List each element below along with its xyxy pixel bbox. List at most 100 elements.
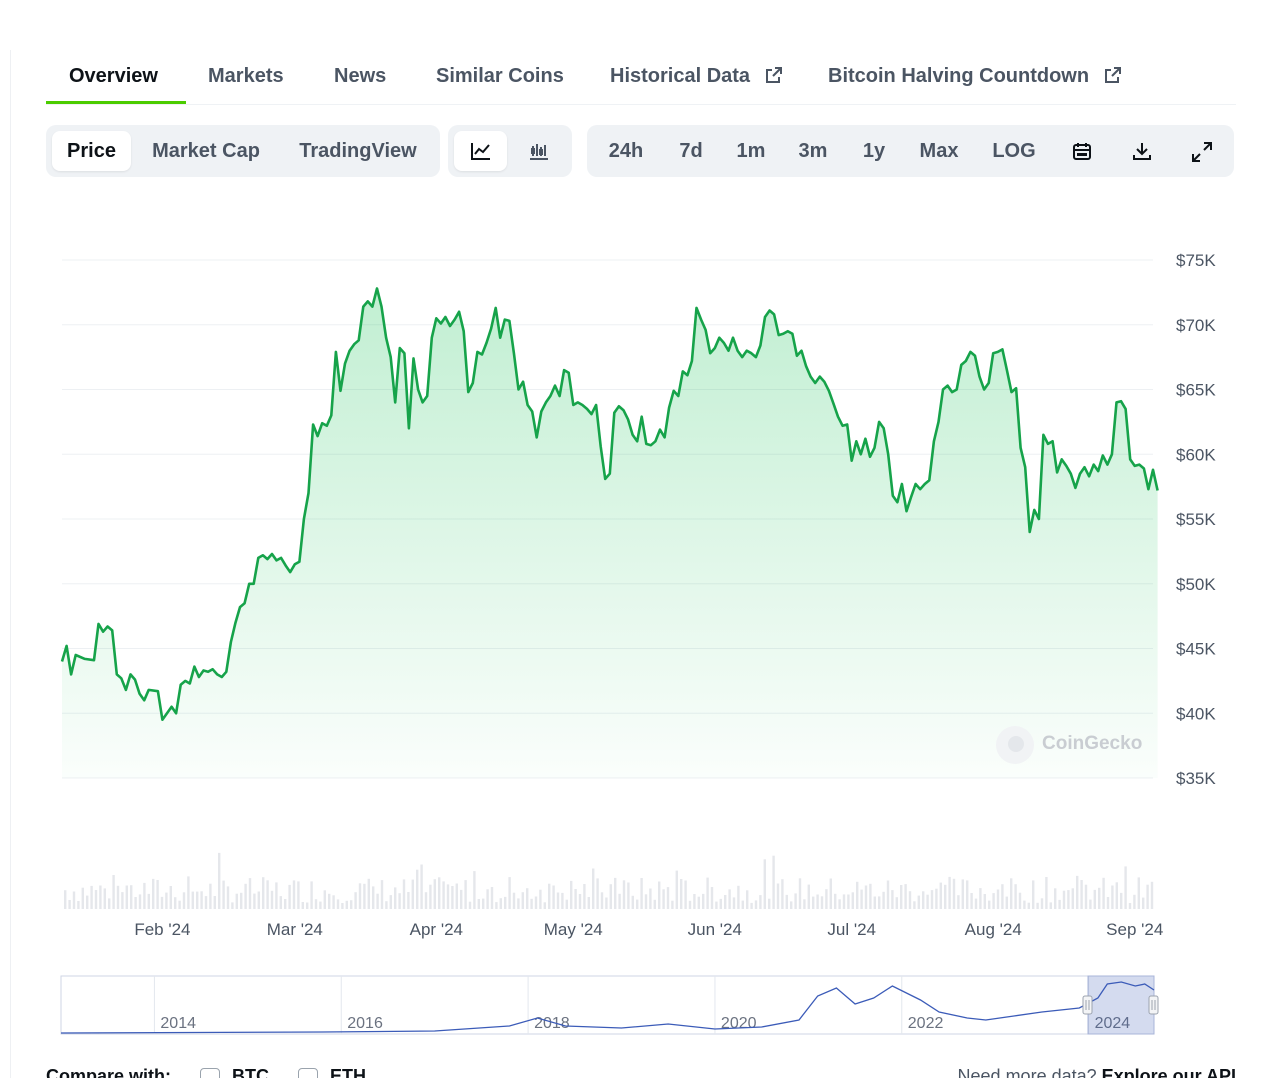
volume-bar — [187, 876, 190, 909]
range-3m-button[interactable]: 3m — [798, 140, 828, 162]
volume-bar — [499, 898, 502, 909]
volume-bar — [622, 880, 626, 909]
volume-bar — [1106, 897, 1110, 909]
navigator-right-handle[interactable] — [1148, 995, 1159, 1015]
volume-bar — [1124, 866, 1127, 909]
volume-bar — [578, 894, 582, 909]
navigator-left-handle[interactable] — [1082, 995, 1093, 1015]
volume-bar — [913, 901, 916, 909]
navigator-year-label: 2016 — [347, 1015, 383, 1032]
volume-bar — [292, 880, 296, 909]
volume-bar — [275, 882, 278, 909]
volume-bar — [1115, 882, 1118, 909]
range-max-button[interactable]: Max — [919, 140, 959, 162]
volume-bar — [1062, 890, 1066, 909]
volume-bar — [231, 902, 234, 909]
volume-bar — [878, 896, 881, 909]
tab-markets[interactable]: Markets — [208, 65, 284, 87]
x-tick-label: May '24 — [544, 920, 603, 939]
volume-bar — [429, 884, 432, 909]
range-24h-button[interactable]: 24h — [608, 140, 644, 162]
volume-bar — [724, 895, 727, 909]
range-1y-button[interactable]: 1y — [862, 140, 886, 162]
volume-bar — [345, 900, 348, 909]
volume-bar — [297, 881, 300, 909]
tab-overview[interactable]: Overview — [69, 65, 158, 87]
volume-bar — [323, 890, 326, 909]
volume-bar — [1010, 878, 1013, 909]
volume-bar — [103, 888, 106, 909]
range-7d-button[interactable]: 7d — [679, 140, 703, 162]
volume-bar — [790, 901, 793, 909]
volume-bar — [213, 896, 216, 909]
volume-bar — [433, 879, 436, 909]
volume-bar — [974, 898, 978, 909]
volume-bar — [939, 882, 942, 909]
volume-bar — [262, 877, 265, 909]
volume-bar — [948, 876, 951, 909]
volume-bar — [768, 898, 771, 909]
expand-icon — [1192, 142, 1212, 162]
btc-compare-checkbox[interactable] — [200, 1068, 220, 1078]
volume-bar — [372, 886, 375, 909]
price-button[interactable]: Price — [52, 131, 131, 171]
volume-bar — [944, 884, 947, 909]
tab-bitcoin-halving-countdown[interactable]: Bitcoin Halving Countdown — [828, 52, 1123, 104]
volume-bar — [521, 892, 524, 909]
volume-bar — [614, 877, 617, 909]
volume-bar — [64, 890, 67, 909]
volume-bar — [253, 893, 256, 909]
volume-bar — [526, 888, 529, 909]
navigator-selection[interactable] — [1087, 975, 1155, 1035]
volume-bar — [1111, 885, 1114, 909]
volume-bar — [970, 893, 973, 909]
volume-bar — [763, 859, 766, 909]
volume-bar — [1128, 903, 1132, 909]
volume-bar — [358, 883, 362, 909]
volume-bar — [486, 889, 489, 909]
tab-historical-data[interactable]: Historical Data — [610, 52, 784, 104]
date-range-button[interactable] — [1057, 131, 1107, 171]
y-tick-label: $75K — [1176, 251, 1216, 270]
tab-similar-coins[interactable]: Similar Coins — [436, 65, 564, 87]
volume-bar — [266, 880, 269, 909]
volume-bar — [627, 882, 630, 909]
volume-bar — [169, 886, 172, 909]
volume-bar — [702, 893, 705, 909]
volume-bar — [1102, 877, 1105, 909]
volume-bar — [838, 899, 841, 909]
price-chart[interactable]: $75K $70K $65K $60K $55K $50K $45K $40K $35K Feb… — [0, 200, 1280, 960]
volume-bar — [508, 877, 511, 909]
volume-bar — [759, 895, 762, 909]
volume-bar — [134, 897, 137, 909]
range-navigator[interactable]: 2014 2016 2018 2020 2022 2024 — [0, 970, 1280, 1040]
fullscreen-button[interactable] — [1177, 131, 1227, 171]
volume-bar — [979, 888, 982, 909]
line-chart-button[interactable] — [454, 131, 507, 171]
volume-bar — [517, 898, 520, 909]
volume-bar — [688, 900, 692, 909]
volume-bar — [552, 885, 555, 909]
log-scale-button[interactable]: LOG — [992, 140, 1036, 162]
eth-compare-checkbox[interactable] — [298, 1068, 318, 1078]
volume-bar — [407, 892, 410, 909]
download-button[interactable] — [1117, 131, 1167, 171]
market-cap-button[interactable]: Market Cap — [152, 140, 260, 162]
explore-api-link[interactable]: Explore our API — [1101, 1066, 1236, 1078]
navigator-year-label: 2020 — [721, 1015, 757, 1032]
volume-bar — [1076, 875, 1079, 909]
volume-bar — [728, 889, 731, 909]
volume-bar — [1014, 884, 1017, 909]
volume-bar — [957, 895, 960, 909]
volume-bar — [363, 883, 366, 909]
chart-type-selector — [448, 125, 572, 177]
tab-news[interactable]: News — [334, 65, 387, 87]
volume-bar — [1045, 877, 1048, 909]
range-1m-button[interactable]: 1m — [736, 140, 766, 162]
tradingview-button[interactable]: TradingView — [299, 140, 417, 162]
x-tick-label: Jul '24 — [827, 920, 876, 939]
candlestick-chart-button[interactable] — [512, 131, 566, 171]
volume-bar — [596, 878, 599, 909]
btc-compare-label: BTC — [232, 1066, 269, 1078]
download-icon — [1133, 143, 1151, 160]
